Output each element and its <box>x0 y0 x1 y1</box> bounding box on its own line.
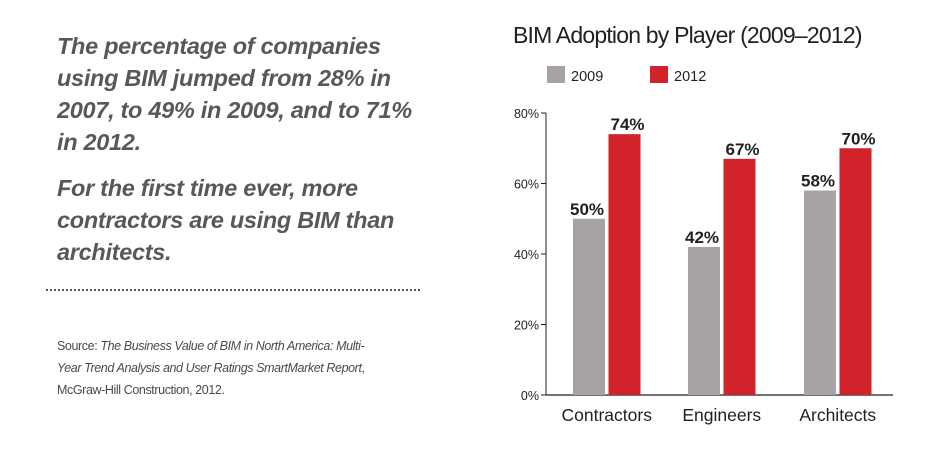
data-label-contractors-2009: 50% <box>570 200 604 219</box>
legend-swatch-2009 <box>547 66 565 83</box>
bar-engineers-2012 <box>723 158 756 395</box>
headline-contractors: For the first time ever, more contractor… <box>57 175 395 265</box>
category-label-engineers: Engineers <box>682 405 761 425</box>
data-label-engineers-2009: 42% <box>685 228 719 247</box>
dotted-divider <box>46 289 420 291</box>
source-suffix: , McGraw-Hill Construction, 2012. <box>57 361 365 397</box>
headline-stat: The percentage of companies using BIM ju… <box>57 33 412 155</box>
data-label-architects-2009: 58% <box>801 172 835 191</box>
data-label-engineers-2012: 67% <box>725 140 759 159</box>
y-tick-label: 0% <box>521 389 539 403</box>
y-tick-label: 20% <box>514 319 539 333</box>
data-label-architects-2012: 70% <box>841 129 875 148</box>
y-tick-label: 40% <box>514 248 539 262</box>
bar-architects-2012 <box>839 148 872 395</box>
y-tick-label: 80% <box>514 107 539 121</box>
category-label-contractors: Contractors <box>562 405 653 425</box>
source-citation: Source: The Business Value of BIM in Nor… <box>57 335 387 401</box>
data-label-contractors-2012: 74% <box>610 115 644 134</box>
bar-engineers-2009 <box>688 246 720 395</box>
bar-contractors-2012 <box>608 134 641 395</box>
legend-label-2012: 2012 <box>674 69 706 85</box>
source-title: The Business Value of BIM in North Ameri… <box>57 339 365 375</box>
chart-title: BIM Adoption by Player (2009–2012) <box>513 22 862 48</box>
y-tick-label: 60% <box>514 178 539 192</box>
category-label-architects: Architects <box>799 405 876 425</box>
legend-swatch-2012 <box>650 66 668 83</box>
source-prefix: Source: <box>57 339 101 353</box>
legend-label-2009: 2009 <box>571 69 603 85</box>
bar-architects-2009 <box>804 190 836 395</box>
bar-contractors-2009 <box>573 218 605 395</box>
